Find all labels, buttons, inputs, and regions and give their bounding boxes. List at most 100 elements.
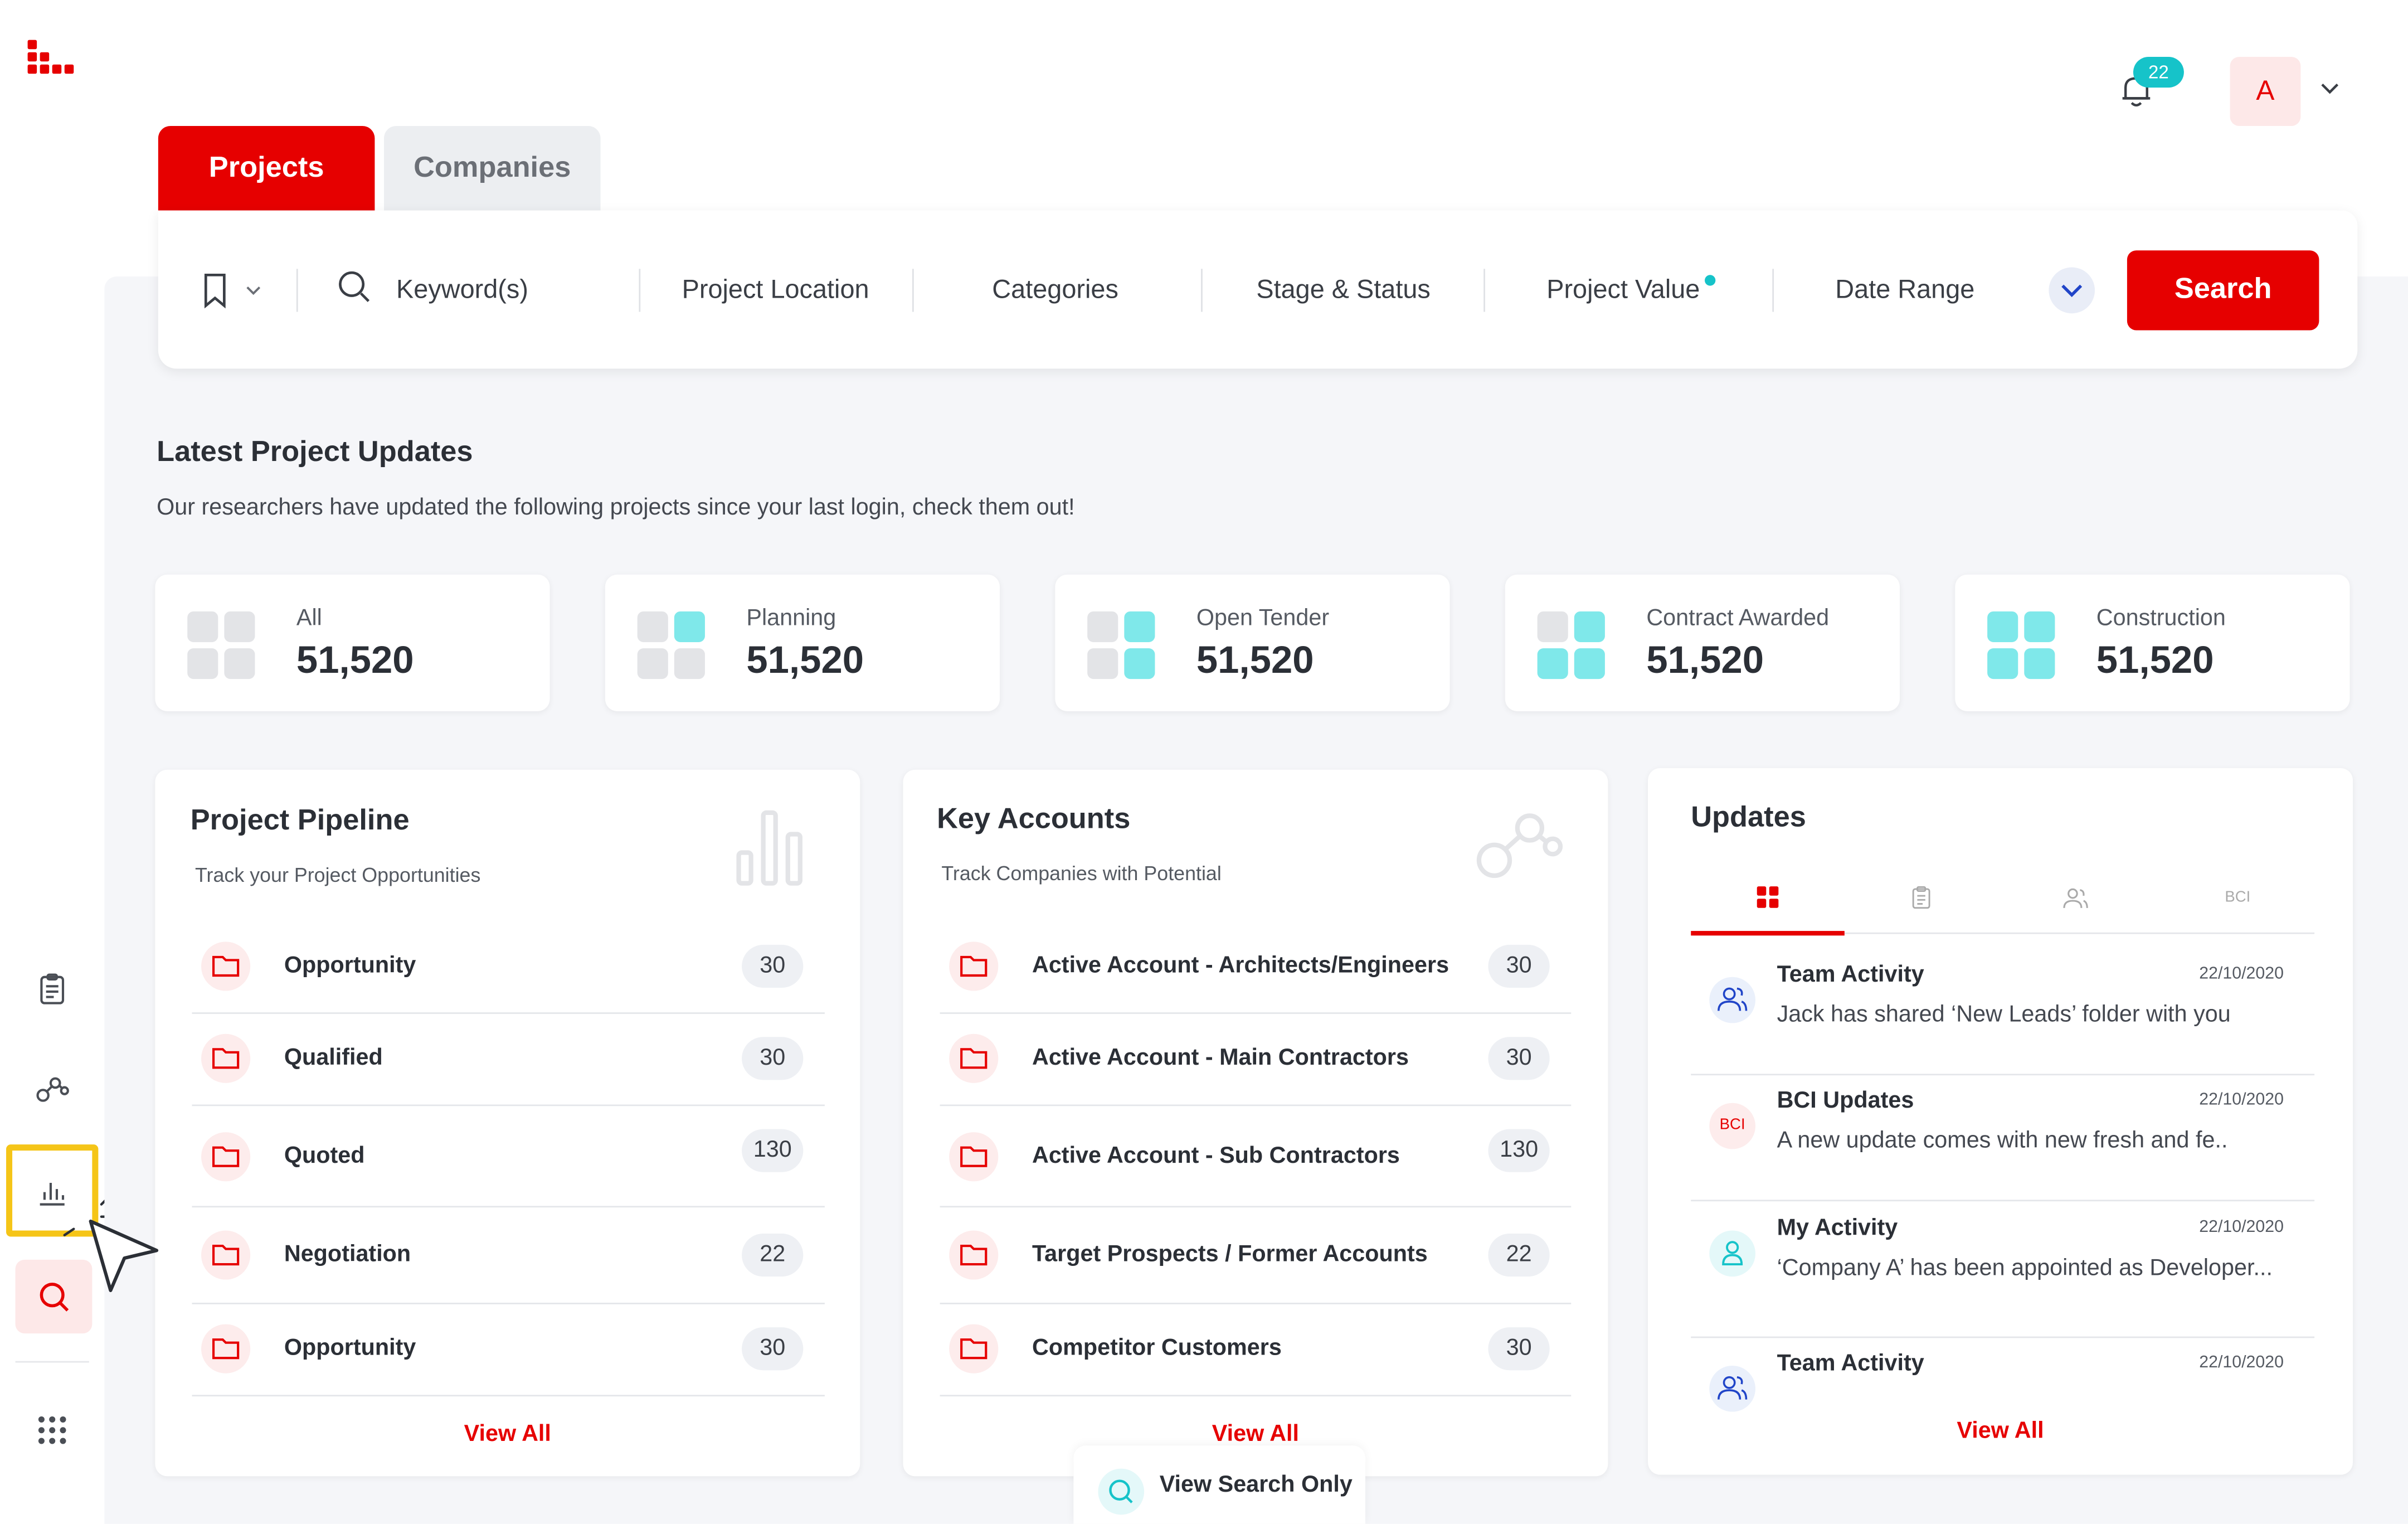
- key-accounts-view-all-link[interactable]: View All: [1212, 1421, 1300, 1448]
- update-text: A new update comes with new fresh and fe…: [1777, 1127, 2228, 1154]
- row-count-badge: 30: [1488, 1037, 1550, 1080]
- updates-tab-bci[interactable]: BCI: [2225, 889, 2251, 906]
- row-label: Opportunity: [284, 1334, 416, 1361]
- stat-label: Planning: [746, 605, 836, 632]
- row-divider: [192, 1395, 825, 1397]
- stat-value: 51,520: [296, 639, 414, 682]
- keyword-search-input[interactable]: Keyword(s): [396, 275, 528, 304]
- tab-baseline: [1691, 932, 2315, 934]
- update-item-my-activity[interactable]: My Activity 22/10/2020 ‘Company A’ has b…: [1691, 1203, 2315, 1338]
- pipeline-row-quoted[interactable]: Quoted 130: [192, 1114, 824, 1206]
- filter-categories[interactable]: Categories: [992, 275, 1118, 304]
- updates-tab-projects[interactable]: [1845, 860, 1998, 934]
- updates-tab-all[interactable]: [1691, 860, 1845, 934]
- search-bar-divider: [1483, 269, 1485, 312]
- grid-icon: [1757, 886, 1779, 908]
- row-label: Competitor Customers: [1032, 1334, 1282, 1361]
- saved-search-chevron-down-icon[interactable]: [244, 281, 262, 299]
- more-filters-button[interactable]: [2049, 267, 2095, 314]
- updates-tab-team[interactable]: [1998, 860, 2152, 934]
- row-label: Target Prospects / Former Accounts: [1032, 1241, 1428, 1268]
- sidebar-search-icon[interactable]: [15, 1259, 93, 1334]
- pipeline-row-opportunity[interactable]: Opportunity 30: [192, 1306, 824, 1398]
- folder-icon: [201, 1132, 251, 1182]
- folder-icon: [201, 1230, 251, 1280]
- search-bar: Keyword(s) Project Location Categories S…: [158, 210, 2358, 369]
- update-text: Jack has shared ‘New Leads’ folder with …: [1777, 1001, 2231, 1028]
- row-label: Active Account - Main Contractors: [1032, 1045, 1409, 1071]
- row-count-badge: 30: [742, 944, 804, 988]
- team-people-icon: [1709, 1365, 1755, 1412]
- sidebar-analytics-chart-icon[interactable]: [22, 1161, 83, 1222]
- network-decoration-icon: [1476, 813, 1563, 878]
- filter-project-location[interactable]: Project Location: [682, 275, 869, 304]
- stage-grid-icon: [1087, 611, 1155, 680]
- search-bar-divider: [1772, 269, 1774, 312]
- update-item-team-activity[interactable]: Team Activity 22/10/2020: [1691, 1338, 2314, 1412]
- stat-card-planning[interactable]: Planning 51,520: [605, 574, 1000, 711]
- sidebar-companies-network-icon[interactable]: [22, 1059, 83, 1120]
- filter-stage-status[interactable]: Stage & Status: [1256, 275, 1431, 304]
- row-divider: [192, 1206, 825, 1208]
- account-row-main-contractors[interactable]: Active Account - Main Contractors 30: [940, 1016, 1572, 1108]
- updates-view-all-link[interactable]: View All: [1957, 1418, 2044, 1444]
- stat-value: 51,520: [1196, 639, 1314, 682]
- update-date: 22/10/2020: [2199, 1353, 2284, 1372]
- user-avatar[interactable]: A: [2230, 56, 2301, 126]
- stage-grid-icon: [637, 611, 705, 680]
- account-row-architects-engineers[interactable]: Active Account - Architects/Engineers 30: [940, 923, 1572, 1015]
- search-icon: [339, 271, 370, 302]
- row-count-badge: 22: [742, 1233, 804, 1277]
- updates-tab-bar: BCI: [1691, 860, 2315, 936]
- filter-date-range[interactable]: Date Range: [1835, 275, 1975, 304]
- pipeline-subtitle: Track your Project Opportunities: [194, 863, 481, 887]
- stat-card-contract-awarded[interactable]: Contract Awarded 51,520: [1505, 574, 1900, 711]
- pipeline-row-qualified[interactable]: Qualified 30: [192, 1016, 824, 1108]
- folder-icon: [949, 1132, 999, 1182]
- active-tab-indicator: [1691, 931, 1845, 936]
- chevron-down-icon: [2061, 284, 2083, 298]
- stat-value: 51,520: [2096, 639, 2214, 682]
- account-row-sub-contractors[interactable]: Active Account - Sub Contractors 130: [940, 1114, 1572, 1206]
- row-label: Negotiation: [284, 1241, 411, 1268]
- view-search-only-button[interactable]: View Search Only: [1073, 1445, 1365, 1524]
- update-item-team-activity[interactable]: Team Activity 22/10/2020 Jack has shared…: [1691, 949, 2315, 1076]
- row-count-badge: 30: [742, 1037, 804, 1080]
- latest-updates-title: Latest Project Updates: [157, 436, 473, 469]
- row-label: Qualified: [284, 1045, 383, 1071]
- update-title: Team Activity: [1777, 962, 1924, 988]
- row-label: Quoted: [284, 1143, 365, 1169]
- apps-grid-icon[interactable]: [22, 1400, 83, 1461]
- sidebar-projects-clipboard-icon[interactable]: [22, 959, 83, 1020]
- search-button[interactable]: Search: [2127, 250, 2319, 331]
- sidebar-divider: [15, 1361, 89, 1363]
- pipeline-row-negotiation[interactable]: Negotiation 22: [192, 1212, 824, 1304]
- pipeline-row-opportunity[interactable]: Opportunity 30: [192, 923, 824, 1015]
- stat-card-open-tender[interactable]: Open Tender 51,520: [1055, 574, 1450, 711]
- update-date: 22/10/2020: [2199, 1218, 2284, 1237]
- tab-companies[interactable]: Companies: [383, 125, 601, 211]
- folder-icon: [949, 941, 999, 991]
- stat-label: Open Tender: [1196, 605, 1330, 632]
- tab-projects[interactable]: Projects: [158, 125, 375, 211]
- account-row-competitor-customers[interactable]: Competitor Customers 30: [940, 1306, 1572, 1398]
- pipeline-view-all-link[interactable]: View All: [464, 1421, 551, 1448]
- bci-logo[interactable]: [26, 38, 79, 85]
- stat-label: Construction: [2096, 605, 2226, 632]
- update-title: BCI Updates: [1777, 1088, 1914, 1114]
- project-pipeline-card: Project Pipeline Track your Project Oppo…: [155, 769, 860, 1477]
- key-accounts-title: Key Accounts: [937, 803, 1131, 836]
- saved-search-bookmark-icon[interactable]: [198, 272, 232, 309]
- update-item-bci-updates[interactable]: BCI BCI Updates 22/10/2020 A new update …: [1691, 1075, 2315, 1202]
- project-value-active-dot: [1705, 275, 1716, 286]
- stat-card-construction[interactable]: Construction 51,520: [1955, 574, 2350, 711]
- user-menu-chevron-down-icon[interactable]: [2316, 74, 2344, 101]
- filter-project-value[interactable]: Project Value: [1546, 275, 1700, 304]
- stat-card-all[interactable]: All 51,520: [155, 574, 550, 711]
- account-row-target-prospects[interactable]: Target Prospects / Former Accounts 22: [940, 1212, 1572, 1304]
- row-label: Active Account - Sub Contractors: [1032, 1143, 1400, 1169]
- row-divider: [940, 1303, 1572, 1304]
- row-label: Active Account - Architects/Engineers: [1032, 952, 1449, 979]
- mouse-pointer-icon: [89, 1219, 159, 1292]
- update-date: 22/10/2020: [2199, 964, 2284, 983]
